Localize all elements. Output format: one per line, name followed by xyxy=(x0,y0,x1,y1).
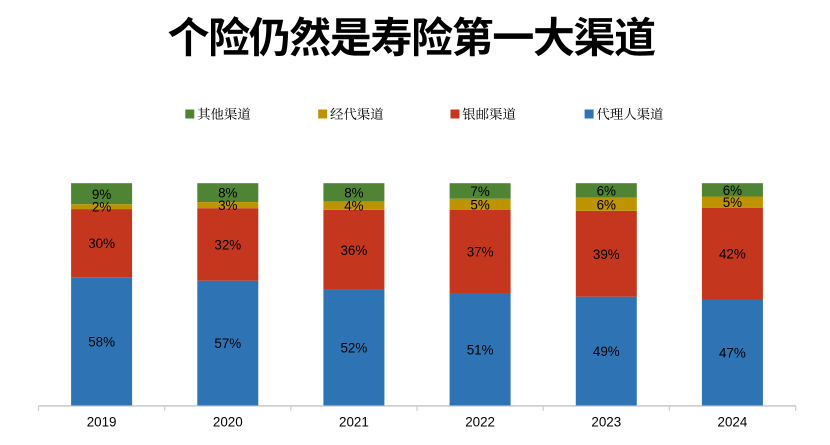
svg-text:32%: 32% xyxy=(214,238,241,253)
svg-text:9%: 9% xyxy=(92,187,111,202)
svg-text:2021: 2021 xyxy=(339,415,369,430)
svg-text:2020: 2020 xyxy=(213,415,243,430)
svg-text:30%: 30% xyxy=(88,236,115,251)
svg-text:4%: 4% xyxy=(344,199,363,214)
svg-text:2%: 2% xyxy=(92,200,111,215)
svg-text:7%: 7% xyxy=(470,184,489,199)
svg-text:37%: 37% xyxy=(467,244,494,259)
svg-text:2023: 2023 xyxy=(591,415,621,430)
svg-text:6%: 6% xyxy=(597,183,616,198)
svg-text:39%: 39% xyxy=(593,247,620,262)
svg-text:6%: 6% xyxy=(723,183,742,198)
svg-text:8%: 8% xyxy=(344,185,363,200)
svg-text:36%: 36% xyxy=(340,243,367,258)
svg-text:5%: 5% xyxy=(470,197,489,212)
svg-text:3%: 3% xyxy=(218,198,237,213)
svg-text:47%: 47% xyxy=(719,346,746,361)
svg-text:2024: 2024 xyxy=(718,415,748,430)
svg-text:58%: 58% xyxy=(88,334,115,349)
svg-text:42%: 42% xyxy=(719,247,746,262)
svg-text:8%: 8% xyxy=(218,186,237,201)
svg-text:2022: 2022 xyxy=(465,415,495,430)
svg-text:6%: 6% xyxy=(597,197,616,212)
svg-text:57%: 57% xyxy=(214,336,241,351)
svg-text:49%: 49% xyxy=(593,344,620,359)
svg-text:52%: 52% xyxy=(340,341,367,356)
svg-text:51%: 51% xyxy=(467,342,494,357)
svg-text:5%: 5% xyxy=(723,195,742,210)
svg-text:2019: 2019 xyxy=(87,415,117,430)
